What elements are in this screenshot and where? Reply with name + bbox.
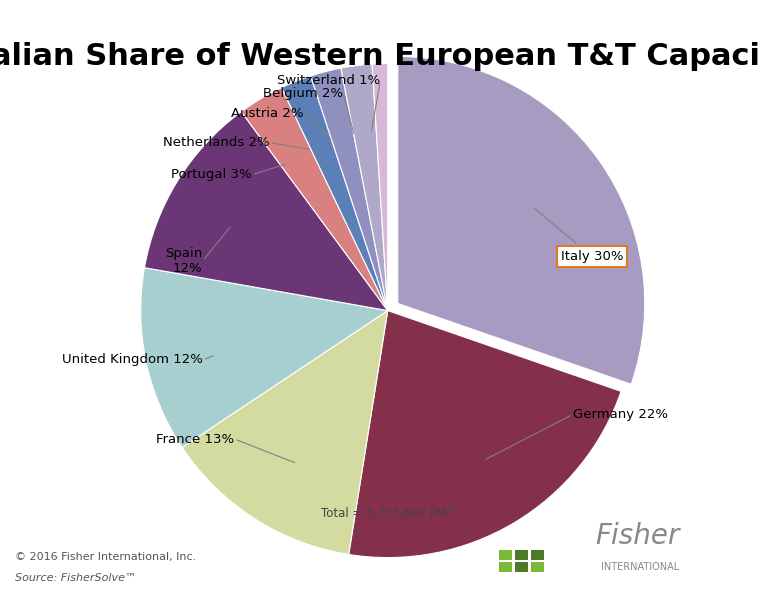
Text: Netherlands 2%: Netherlands 2% xyxy=(162,136,269,149)
Wedge shape xyxy=(140,268,388,447)
Text: INTERNATIONAL: INTERNATIONAL xyxy=(601,562,679,572)
Text: Switzerland 1%: Switzerland 1% xyxy=(277,74,380,87)
Text: Source: FisherSolve™: Source: FisherSolve™ xyxy=(15,573,137,583)
Wedge shape xyxy=(398,57,644,384)
Text: Italian Share of Western European T&T Capacity: Italian Share of Western European T&T Ca… xyxy=(0,42,759,71)
Text: Fisher: Fisher xyxy=(595,522,679,550)
Text: © 2016 Fisher International, Inc.: © 2016 Fisher International, Inc. xyxy=(15,552,197,562)
Text: Austria 2%: Austria 2% xyxy=(231,107,304,120)
Text: Germany 22%: Germany 22% xyxy=(573,408,668,421)
Text: Total = 6,735,692 FMT: Total = 6,735,692 FMT xyxy=(321,506,454,519)
Text: Portugal 3%: Portugal 3% xyxy=(172,168,252,181)
Wedge shape xyxy=(282,76,388,311)
Text: France 13%: France 13% xyxy=(156,433,235,446)
Wedge shape xyxy=(341,64,388,311)
Text: Spain
12%: Spain 12% xyxy=(165,247,203,275)
Wedge shape xyxy=(144,112,388,311)
Wedge shape xyxy=(372,64,388,311)
Text: United Kingdom 12%: United Kingdom 12% xyxy=(61,353,203,367)
Text: Italy 30%: Italy 30% xyxy=(534,208,623,263)
Wedge shape xyxy=(348,311,621,558)
Wedge shape xyxy=(310,68,388,311)
Text: Belgium 2%: Belgium 2% xyxy=(263,87,343,100)
Wedge shape xyxy=(182,311,388,555)
Wedge shape xyxy=(241,87,388,311)
